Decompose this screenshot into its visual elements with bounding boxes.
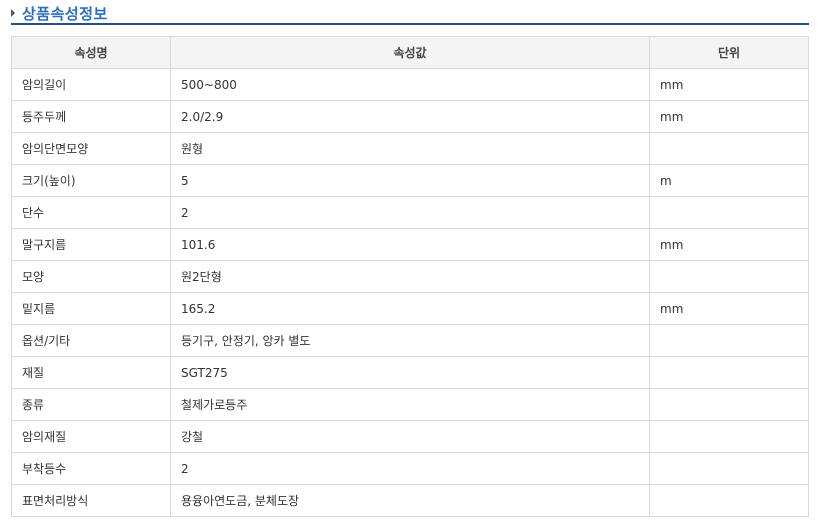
attribute-value-cell: 원2단형 [170, 260, 650, 293]
attribute-name-cell: 표면처리방식 [11, 484, 171, 517]
table-row: 암의재질 강철 [11, 420, 809, 453]
attribute-value-cell: 101.6 [170, 228, 650, 261]
unit-cell [649, 484, 809, 517]
unit-cell [649, 260, 809, 293]
unit-cell [649, 196, 809, 229]
attribute-value-cell: 원형 [170, 132, 650, 165]
unit-cell [649, 132, 809, 165]
attribute-value-cell: 용융아연도금, 분체도장 [170, 484, 650, 517]
section-title: 상품속성정보 [11, 2, 108, 24]
table-header-row: 속성명 속성값 단위 [11, 36, 809, 69]
table-row: 부착등수 2 [11, 452, 809, 485]
unit-cell [649, 452, 809, 485]
attribute-name-cell: 등주두께 [11, 100, 171, 133]
attribute-value-cell: 철제가로등주 [170, 388, 650, 421]
table-row: 재질 SGT275 [11, 356, 809, 389]
attribute-name-cell: 부착등수 [11, 452, 171, 485]
attribute-name-cell: 옵션/기타 [11, 324, 171, 357]
title-divider [11, 23, 809, 25]
attribute-value-cell: 165.2 [170, 292, 650, 325]
unit-cell: mm [649, 100, 809, 133]
attribute-name-cell: 재질 [11, 356, 171, 389]
triangle-bullet-icon [11, 9, 15, 17]
unit-cell [649, 324, 809, 357]
attribute-value-cell: SGT275 [170, 356, 650, 389]
attribute-value-cell: 등기구, 안정기, 앙카 별도 [170, 324, 650, 357]
attribute-value-cell: 2.0/2.9 [170, 100, 650, 133]
table-row: 종류 철제가로등주 [11, 388, 809, 421]
header-attribute-value: 속성값 [170, 36, 650, 69]
attribute-name-cell: 밑지름 [11, 292, 171, 325]
table-row: 모양 원2단형 [11, 260, 809, 293]
section-title-text: 상품속성정보 [22, 4, 108, 23]
table-row: 암의단면모양 원형 [11, 132, 809, 165]
unit-cell: mm [649, 228, 809, 261]
header-attribute-name: 속성명 [11, 36, 171, 69]
header-unit: 단위 [649, 36, 809, 69]
attribute-name-cell: 종류 [11, 388, 171, 421]
attribute-value-cell: 강철 [170, 420, 650, 453]
attribute-name-cell: 단수 [11, 196, 171, 229]
attribute-name-cell: 암의재질 [11, 420, 171, 453]
table-row: 표면처리방식 용융아연도금, 분체도장 [11, 484, 809, 517]
attribute-table: 속성명 속성값 단위 암의길이 500~800 mm 등주두께 2.0/2.9 mm 암의단… [11, 36, 809, 517]
table-row: 밑지름 165.2 mm [11, 292, 809, 325]
attribute-value-cell: 500~800 [170, 68, 650, 101]
attribute-name-cell: 암의단면모양 [11, 132, 171, 165]
table-row: 옵션/기타 등기구, 안정기, 앙카 별도 [11, 324, 809, 357]
attribute-name-cell: 모양 [11, 260, 171, 293]
attribute-value-cell: 2 [170, 452, 650, 485]
table-row: 말구지름 101.6 mm [11, 228, 809, 261]
unit-cell: m [649, 164, 809, 197]
attribute-name-cell: 말구지름 [11, 228, 171, 261]
unit-cell: mm [649, 292, 809, 325]
table-row: 단수 2 [11, 196, 809, 229]
unit-cell: mm [649, 68, 809, 101]
attribute-value-cell: 2 [170, 196, 650, 229]
attribute-name-cell: 암의길이 [11, 68, 171, 101]
unit-cell [649, 388, 809, 421]
table-row: 등주두께 2.0/2.9 mm [11, 100, 809, 133]
table-row: 암의길이 500~800 mm [11, 68, 809, 101]
attribute-value-cell: 5 [170, 164, 650, 197]
unit-cell [649, 356, 809, 389]
table-row: 크기(높이) 5 m [11, 164, 809, 197]
unit-cell [649, 420, 809, 453]
attribute-name-cell: 크기(높이) [11, 164, 171, 197]
